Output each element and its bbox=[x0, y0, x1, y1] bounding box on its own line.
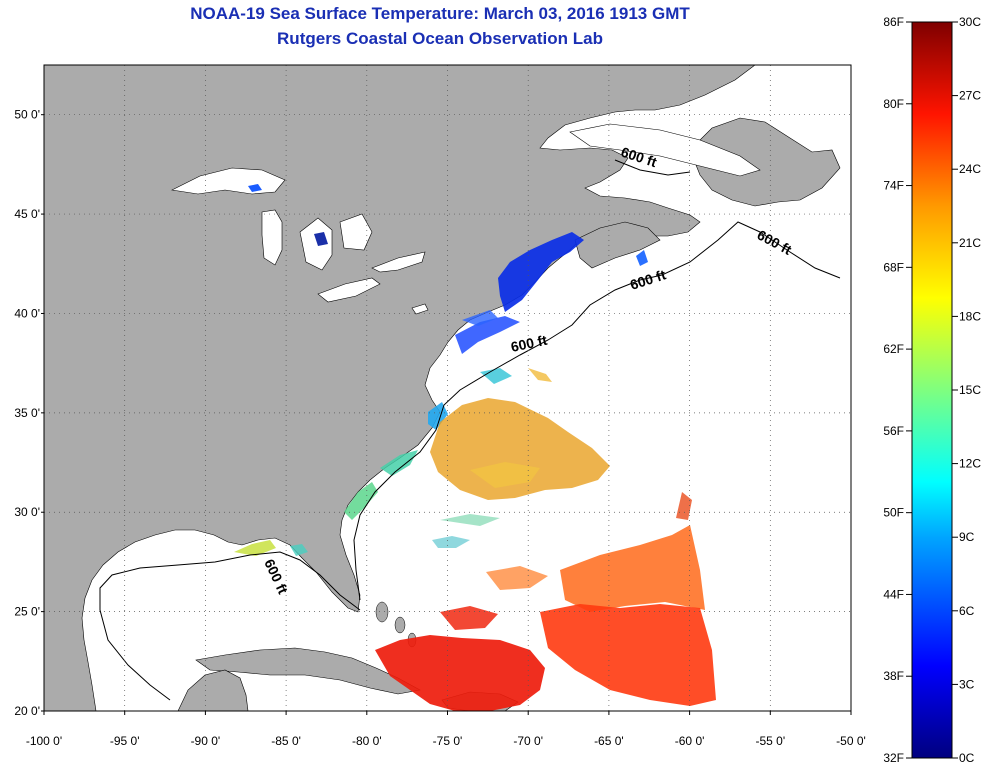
colorbar-c-label: 24C bbox=[959, 162, 981, 176]
landmass-newfoundland bbox=[689, 117, 841, 207]
colorbar bbox=[911, 21, 953, 759]
colorbar-c-label: 27C bbox=[959, 89, 981, 103]
colorbar-c-label: 15C bbox=[959, 383, 981, 397]
isobath-600ft bbox=[99, 159, 841, 701]
colorbar-f-label: 80F bbox=[883, 97, 904, 111]
lon-tick-label: -90 0' bbox=[191, 734, 221, 748]
map-subtitle: Rutgers Coastal Ocean Observation Lab bbox=[277, 29, 603, 48]
colorbar-c-label: 12C bbox=[959, 457, 981, 471]
lat-tick-label: 20 0' bbox=[14, 704, 40, 718]
landmass-nova-scotia bbox=[574, 221, 661, 269]
colorbar-c-label: 0C bbox=[959, 751, 975, 765]
colorbar-c-label: 30C bbox=[959, 15, 981, 29]
colorbar-ticks bbox=[906, 21, 958, 759]
depth-label: 600 ft bbox=[509, 332, 548, 355]
longitude-labels: -100 0' -95 0' -90 0' -85 0' -80 0' -75 0' -70… bbox=[26, 711, 866, 748]
colorbar-c-label: 6C bbox=[959, 604, 975, 618]
lon-tick-label: -60 0' bbox=[675, 734, 705, 748]
lon-tick-label: -85 0' bbox=[271, 734, 301, 748]
landmass-yucatan bbox=[177, 669, 249, 711]
colorbar-f-label: 74F bbox=[883, 179, 904, 193]
colorbar-f-label: 56F bbox=[883, 424, 904, 438]
colorbar-c-label: 9C bbox=[959, 530, 975, 544]
lon-tick-label: -65 0' bbox=[594, 734, 624, 748]
lat-tick-label: 40 0' bbox=[14, 306, 40, 320]
lat-tick-label: 30 0' bbox=[14, 505, 40, 519]
colorbar-f-label: 68F bbox=[883, 260, 904, 274]
colorbar-f-label: 38F bbox=[883, 669, 904, 683]
lon-tick-label: -55 0' bbox=[755, 734, 785, 748]
lon-tick-label: -70 0' bbox=[513, 734, 543, 748]
lat-tick-label: 35 0' bbox=[14, 406, 40, 420]
landmass-north-america bbox=[44, 65, 756, 711]
colorbar-f-label: 32F bbox=[883, 751, 904, 765]
colorbar-c-label: 21C bbox=[959, 236, 981, 250]
lat-tick-label: 45 0' bbox=[14, 207, 40, 221]
colorbar-f-label: 62F bbox=[883, 342, 904, 356]
sst-data bbox=[234, 184, 716, 711]
colorbar-f-label: 50F bbox=[883, 506, 904, 520]
lon-tick-label: -75 0' bbox=[433, 734, 463, 748]
colorbar-c-label: 18C bbox=[959, 309, 981, 323]
lon-tick-label: -80 0' bbox=[352, 734, 382, 748]
lon-tick-label: -100 0' bbox=[26, 734, 62, 748]
colorbar-f-label: 86F bbox=[883, 15, 904, 29]
colorbar-c-label: 3C bbox=[959, 677, 975, 691]
lat-tick-label: 50 0' bbox=[14, 108, 40, 122]
map-title: NOAA-19 Sea Surface Temperature: March 0… bbox=[190, 4, 690, 23]
colorbar-celsius-labels: 30C 27C 24C 21C 18C 15C 12C 9C 6C 3C 0C bbox=[959, 15, 981, 765]
lat-tick-label: 25 0' bbox=[14, 605, 40, 619]
lon-tick-label: -50 0' bbox=[836, 734, 866, 748]
latitude-labels: 20 0' 25 0' 30 0' 35 0' 40 0' 45 0' 50 0' bbox=[14, 108, 44, 718]
lon-tick-label: -95 0' bbox=[110, 734, 140, 748]
colorbar-f-label: 44F bbox=[883, 587, 904, 601]
colorbar-fahrenheit-labels: 86F 80F 74F 68F 62F 56F 50F 44F 38F 32F bbox=[883, 15, 904, 765]
